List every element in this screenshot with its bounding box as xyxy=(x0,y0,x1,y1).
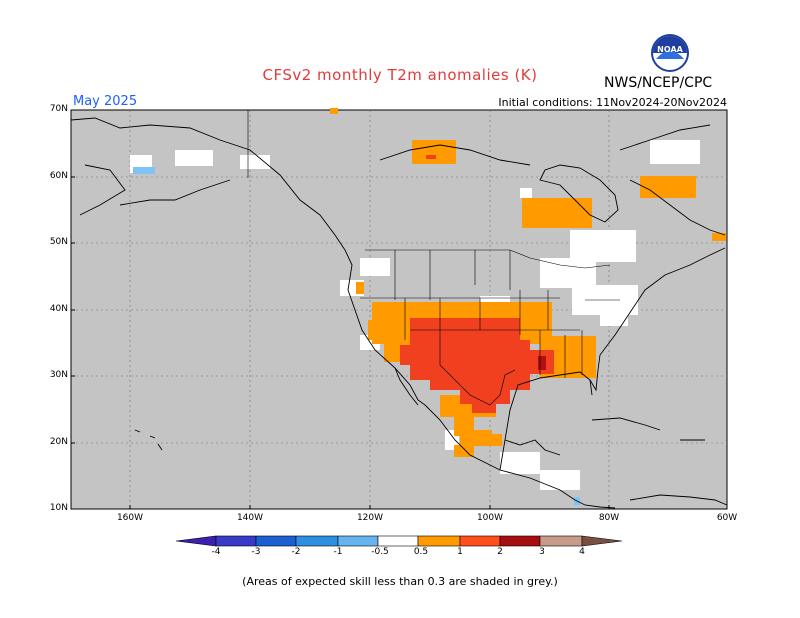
colorbar-label: 3 xyxy=(539,547,545,557)
colorbar xyxy=(175,535,623,547)
colorbar-label: 4 xyxy=(579,547,585,557)
colorbar-label: 0.5 xyxy=(413,547,429,557)
lat-label: 20N xyxy=(49,437,68,447)
noaa-logo-icon: NOAA xyxy=(651,34,689,72)
lon-label: 140W xyxy=(236,513,264,523)
lon-label: 160W xyxy=(116,513,144,523)
lat-label: 60N xyxy=(49,171,68,181)
skill-footnote: (Areas of expected skill less than 0.3 a… xyxy=(242,575,558,588)
svg-text:NOAA: NOAA xyxy=(657,45,683,54)
warm-anomaly-darkred xyxy=(538,356,546,370)
lat-label: 70N xyxy=(49,104,68,114)
colorbar-label: -0.5 xyxy=(371,547,389,557)
lon-label: 60W xyxy=(716,513,738,523)
initial-conditions: Initial conditions: 11Nov2024-20Nov2024 xyxy=(498,96,727,109)
colorbar-label: -3 xyxy=(251,547,261,557)
warm-anomaly-red xyxy=(400,155,554,413)
forecast-month: May 2025 xyxy=(73,94,138,109)
lon-label: 80W xyxy=(598,513,620,523)
lat-label: 50N xyxy=(49,237,68,247)
colorbar-label: -2 xyxy=(291,547,301,557)
lat-label: 40N xyxy=(49,304,68,314)
colorbar-label: 2 xyxy=(497,547,503,557)
colorbar-label: -1 xyxy=(333,547,343,557)
coastlines xyxy=(70,117,728,509)
lat-label: 10N xyxy=(49,503,68,513)
lon-label: 100W xyxy=(476,513,504,523)
lon-label: 120W xyxy=(356,513,384,523)
lat-label: 30N xyxy=(49,370,68,380)
chart-title: CFSv2 monthly T2m anomalies (K) xyxy=(262,66,538,84)
tick-marks xyxy=(71,109,610,509)
colorbar-label: 1 xyxy=(457,547,463,557)
colorbar-label: -4 xyxy=(211,547,221,557)
political-boundaries xyxy=(247,110,620,406)
agency-label: NWS/NCEP/CPC xyxy=(604,75,713,91)
